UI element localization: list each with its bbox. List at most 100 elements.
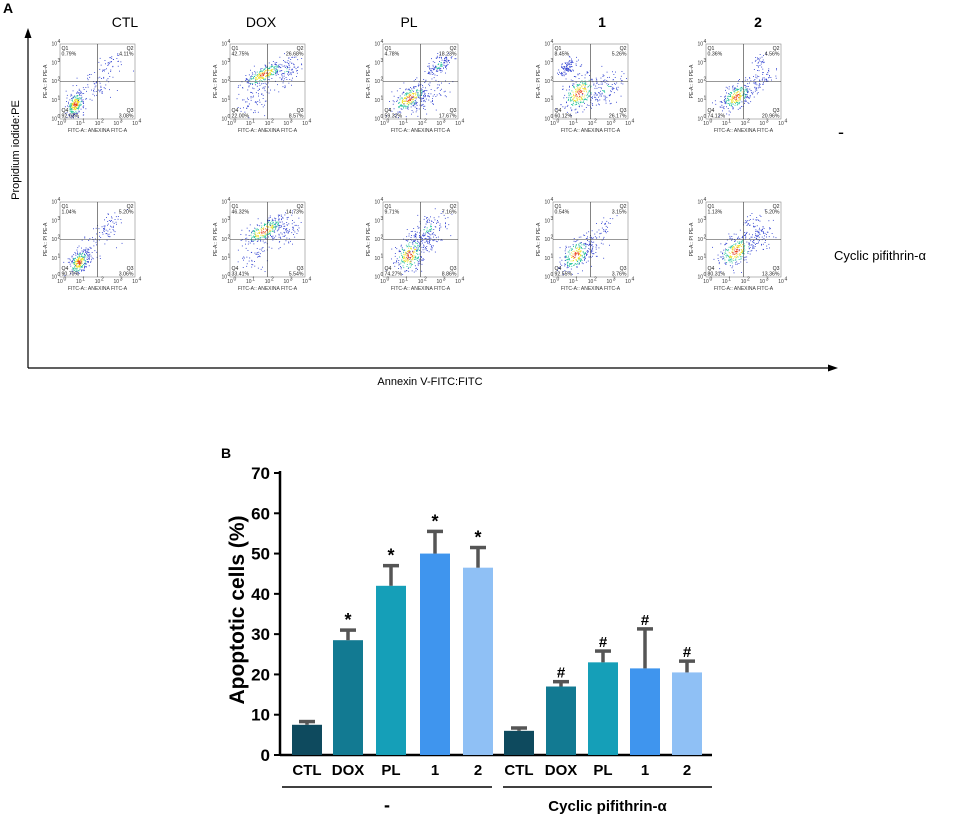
group-label: Cyclic pifithrin-α xyxy=(548,798,667,815)
x-tick-exponent: 1 xyxy=(82,277,85,283)
x-tick-exponent: 0 xyxy=(387,119,390,125)
column-header-2: 2 xyxy=(754,14,762,30)
quadrant-percent: 4.11% xyxy=(119,52,134,58)
x-tick-exponent: 4 xyxy=(309,119,312,125)
y-tick-label: 10 xyxy=(374,200,380,206)
flow-plot-events xyxy=(63,209,128,277)
quadrant-percent: 3.06% xyxy=(119,272,134,278)
y-tick-exponent: 4 xyxy=(228,39,231,45)
y-tick-exponent: 1 xyxy=(381,253,384,259)
y-tick-exponent: 2 xyxy=(381,235,384,241)
x-tick-label: 10 xyxy=(625,121,631,127)
significance-marker: * xyxy=(344,610,351,630)
significance-marker: # xyxy=(683,644,692,661)
y-tick-label: 40 xyxy=(251,585,270,604)
quadrant-percent: 74.27% xyxy=(385,272,403,278)
quadrant-name: Q1 xyxy=(708,46,715,52)
x-tick-label: 10 xyxy=(778,279,784,285)
flow-x-label: FITC-A:: ANEXINA FITC-A xyxy=(714,128,774,134)
x-tick-label: 10 xyxy=(113,121,119,127)
y-tick-exponent: 2 xyxy=(551,235,554,241)
flow-plot: Q1 1.04% Q2 5.20% Q3 3.06% Q4 90.70% 10 0 10 0 10 1 10… xyxy=(38,197,148,308)
x-tick-exponent: 2 xyxy=(424,277,427,283)
y-tick-label: 10 xyxy=(544,237,550,243)
quadrant-percent: 7.16% xyxy=(442,210,457,216)
y-tick-exponent: 0 xyxy=(551,114,554,120)
y-tick-label: 10 xyxy=(221,275,227,281)
flow-y-label: PE-A:: PI PE-A xyxy=(536,64,542,98)
x-tick-label: 10 xyxy=(57,121,63,127)
y-tick-exponent: 4 xyxy=(704,39,707,45)
quadrant-percent: 20.96% xyxy=(762,114,780,120)
flow-y-label: PE-A:: PI PE-A xyxy=(43,222,49,256)
y-tick-exponent: 2 xyxy=(551,77,554,83)
quadrant-name: Q4 xyxy=(555,266,562,272)
x-tick-exponent: 2 xyxy=(271,119,274,125)
flow-plot-events xyxy=(712,209,777,274)
x-tick-label: 10 xyxy=(113,279,119,285)
flow-plot: Q1 4.78% Q2 18.23% Q3 17.67% Q4 59.32% 10 0 10 0 10 1… xyxy=(361,39,471,150)
quadrant-name: Q4 xyxy=(555,108,562,114)
y-tick-label: 10 xyxy=(374,237,380,243)
x-tick-exponent: 1 xyxy=(252,277,255,283)
column-header-dox: DOX xyxy=(245,14,277,30)
quadrant-name: Q4 xyxy=(62,108,69,114)
y-tick-label: 10 xyxy=(221,200,227,206)
y-tick-label: 10 xyxy=(697,79,703,85)
flow-plot-events xyxy=(385,208,453,275)
x-tick-exponent: 1 xyxy=(405,119,408,125)
panel-a-axes xyxy=(24,28,838,372)
x-tick-exponent: 4 xyxy=(462,277,465,283)
quadrant-name: Q4 xyxy=(708,266,715,272)
quadrant-name: Q3 xyxy=(620,266,627,272)
y-tick-label: 10 xyxy=(374,275,380,281)
quadrant-name: Q2 xyxy=(450,204,457,210)
quadrant-name: Q1 xyxy=(232,204,239,210)
y-tick-exponent: 0 xyxy=(58,272,61,278)
x-tick-label: 10 xyxy=(246,279,252,285)
y-tick-exponent: 0 xyxy=(551,272,554,278)
flow-y-label: PE-A:: PI PE-A xyxy=(366,64,372,98)
y-tick-exponent: 0 xyxy=(704,114,707,120)
x-tick-label: 10 xyxy=(265,279,271,285)
y-tick-exponent: 3 xyxy=(551,58,554,64)
flow-y-label: PE-A:: PI PE-A xyxy=(213,222,219,256)
y-tick-label: 10 xyxy=(221,117,227,123)
x-tick-label: 10 xyxy=(302,279,308,285)
y-tick-label: 10 xyxy=(374,218,380,224)
category-label: CTL xyxy=(292,762,321,779)
quadrant-percent: 1.04% xyxy=(62,210,77,216)
quadrant-percent: 3.08% xyxy=(119,114,134,120)
x-tick-exponent: 4 xyxy=(632,277,635,283)
flow-x-label: FITC-A:: ANEXINA FITC-A xyxy=(68,128,128,134)
bar xyxy=(672,672,702,755)
bar xyxy=(630,668,660,755)
x-tick-label: 10 xyxy=(569,121,575,127)
quadrant-percent: 5.20% xyxy=(119,210,134,216)
flow-x-label: FITC-A:: ANEXINA FITC-A xyxy=(238,128,298,134)
y-tick-exponent: 4 xyxy=(551,39,554,45)
bar-chart-y-label: Apoptotic cells (%) xyxy=(226,515,249,705)
x-tick-exponent: 3 xyxy=(290,119,293,125)
x-tick-exponent: 1 xyxy=(728,119,731,125)
quadrant-percent: 60.12% xyxy=(555,114,573,120)
quadrant-name: Q4 xyxy=(232,108,239,114)
quadrant-percent: 26.17% xyxy=(609,114,627,120)
x-tick-label: 10 xyxy=(399,279,405,285)
bar xyxy=(588,662,618,755)
category-label: DOX xyxy=(332,762,365,779)
x-tick-label: 10 xyxy=(283,279,289,285)
x-tick-exponent: 1 xyxy=(405,277,408,283)
x-tick-exponent: 1 xyxy=(575,119,578,125)
x-tick-label: 10 xyxy=(380,279,386,285)
y-tick-label: 10 xyxy=(221,218,227,224)
y-tick-exponent: 1 xyxy=(58,95,61,101)
y-tick-label: 10 xyxy=(221,79,227,85)
y-tick-label: 10 xyxy=(544,256,550,262)
x-tick-exponent: 0 xyxy=(557,277,560,283)
y-tick-label: 10 xyxy=(51,275,57,281)
quadrant-percent: 5.54% xyxy=(289,272,304,278)
